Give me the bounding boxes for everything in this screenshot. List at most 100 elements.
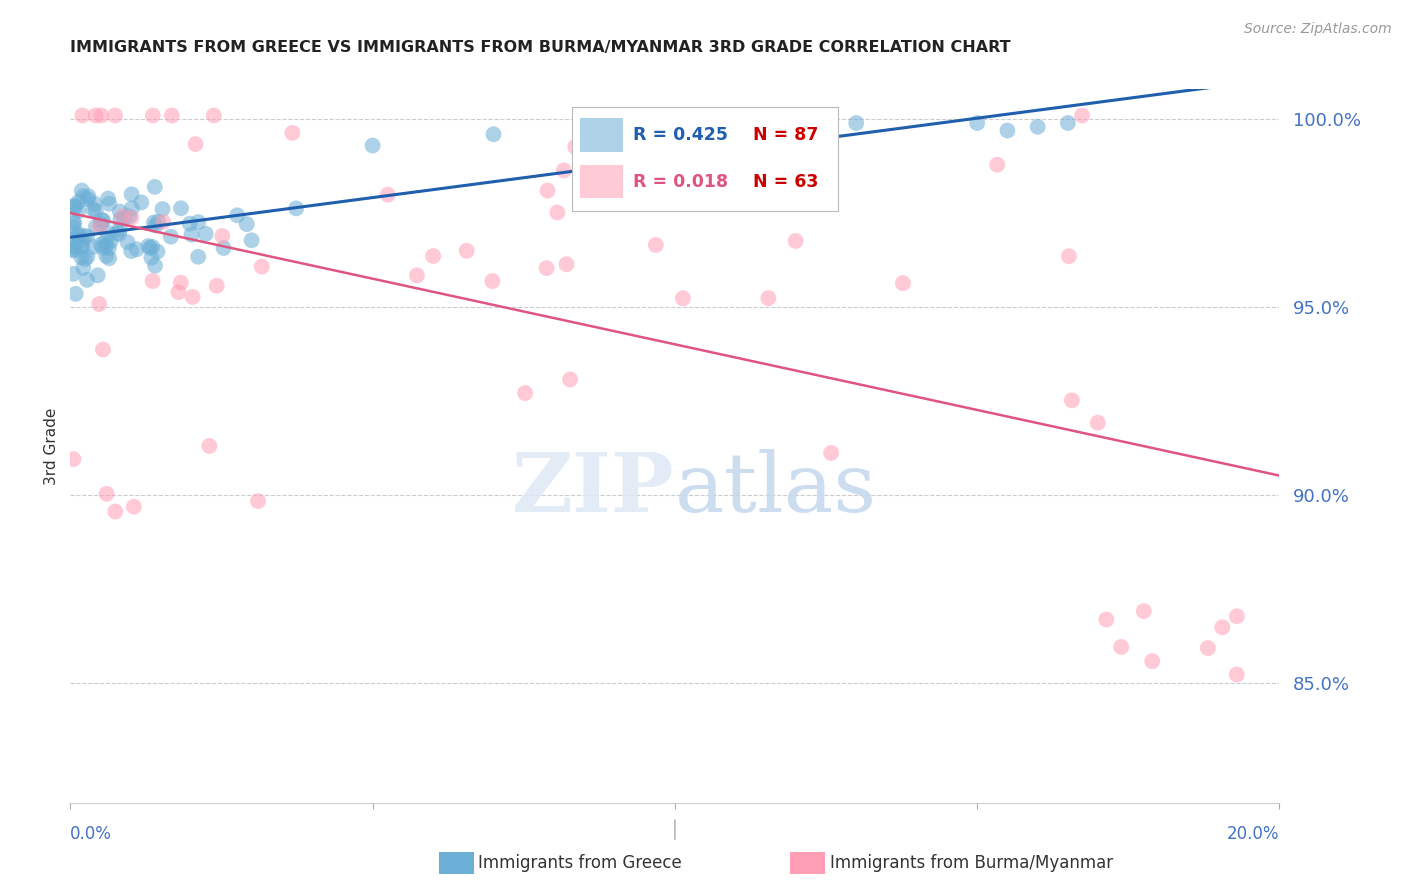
Text: atlas: atlas [675,449,877,529]
Point [89,219,111,234]
Point [1071,108,1094,122]
Point [184,137,207,152]
Bar [581,119,623,152]
Point [97,226,120,240]
Text: 20.0%: 20.0% [1227,825,1279,843]
Point [76,192,98,206]
Point [76,273,98,287]
Point [187,250,209,264]
Text: R = 0.018: R = 0.018 [633,172,728,191]
Point [82,240,104,254]
Point [94,234,117,248]
Point [612,141,634,155]
Point [152,202,174,216]
Point [226,208,249,222]
Point [112,211,135,226]
Point [1226,609,1249,624]
Point [62,219,84,234]
Point [377,187,399,202]
Point [63,200,86,214]
Text: 0.0%: 0.0% [70,825,112,843]
Point [120,244,142,259]
Point [96,487,118,501]
Point [143,179,166,194]
Point [159,229,181,244]
Point [1133,604,1156,618]
Point [482,128,505,142]
Point [1026,120,1049,134]
Point [536,184,558,198]
Point [84,219,107,234]
Point [167,285,190,300]
Point [72,189,94,203]
Point [179,217,201,231]
Point [1057,116,1080,130]
Point [724,120,747,134]
Point [148,215,170,229]
Point [672,291,695,305]
Point [1226,667,1249,681]
Point [72,260,94,275]
Point [82,202,104,217]
Point [125,242,148,256]
Point [202,108,225,122]
Bar [581,165,623,198]
Point [104,504,127,518]
Point [97,241,120,255]
Point [62,267,84,281]
Text: R = 0.425: R = 0.425 [633,126,728,144]
Point [142,274,165,288]
Point [118,210,141,224]
Point [891,276,914,290]
Point [756,291,779,305]
Point [160,108,183,122]
Point [117,235,139,250]
Point [97,192,120,206]
Point [70,234,93,248]
Point [785,234,807,248]
Point [91,343,114,357]
Text: N = 87: N = 87 [754,126,818,144]
Point [91,213,114,227]
Point [62,240,84,254]
Point [481,274,503,288]
Point [96,238,118,252]
Text: ZIP: ZIP [512,449,675,529]
Point [558,372,581,386]
Point [146,244,169,259]
Point [456,244,478,258]
Point [181,290,204,304]
Point [63,199,86,213]
Point [98,196,121,211]
Point [84,108,107,122]
Point [75,252,97,266]
Point [90,108,112,122]
Point [187,215,209,229]
Point [70,239,93,253]
Point [139,241,162,255]
Point [1109,640,1132,654]
Text: Immigrants from Burma/Myanmar: Immigrants from Burma/Myanmar [830,855,1112,872]
Point [67,229,90,244]
Point [564,140,586,154]
Point [1211,620,1233,634]
Point [136,239,159,253]
Point [361,138,384,153]
Point [90,212,112,227]
Point [108,204,131,219]
Point [122,500,145,514]
Point [62,244,84,258]
Point [170,202,193,216]
Point [281,126,304,140]
Point [820,446,842,460]
Point [105,227,128,241]
Point [62,452,84,467]
Point [62,215,84,229]
Point [966,116,988,130]
Point [688,113,710,128]
Point [121,187,143,202]
Point [1057,249,1080,263]
Point [62,243,84,257]
Point [644,238,666,252]
Point [108,222,131,236]
